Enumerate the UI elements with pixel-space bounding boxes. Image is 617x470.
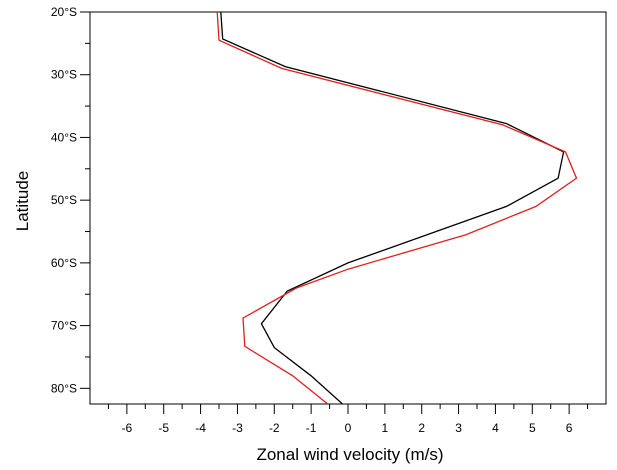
x-tick-label: 0 <box>345 421 352 435</box>
y-tick-label: 70°S <box>51 319 77 333</box>
x-axis-label: Zonal wind velocity (m/s) <box>256 445 443 464</box>
x-tick-label: 1 <box>382 421 389 435</box>
x-axis: -6 -5 -4 -3 -2 -1 0 1 2 3 4 5 6 <box>107 404 589 435</box>
plot-frame <box>89 11 607 405</box>
y-tick-label: 40°S <box>51 130 77 144</box>
x-tick-label: 5 <box>529 421 536 435</box>
y-tick-label: 20°S <box>51 5 77 19</box>
x-tick-label: -3 <box>232 421 243 435</box>
series-layer <box>216 11 578 405</box>
y-tick-label: 50°S <box>51 193 77 207</box>
y-axis-label: Latitude <box>13 171 32 232</box>
x-tick-label: -6 <box>122 421 133 435</box>
x-tick-label: -5 <box>158 421 169 435</box>
x-tick-label: -4 <box>195 421 206 435</box>
x-tick-label: -2 <box>269 421 280 435</box>
x-tick-label: 3 <box>455 421 462 435</box>
x-tick-label: 4 <box>492 421 499 435</box>
y-tick-label: 60°S <box>51 256 77 270</box>
black-series-line <box>220 11 565 405</box>
y-tick-label: 30°S <box>51 68 77 82</box>
x-tick-label: -1 <box>306 421 317 435</box>
x-tick-label: 2 <box>418 421 425 435</box>
y-axis: 20°S 30°S 40°S 50°S 60°S 70°S 80°S <box>51 5 90 395</box>
x-tick-label: 6 <box>566 421 573 435</box>
y-tick-label: 80°S <box>51 381 77 395</box>
red-series-line <box>216 11 578 405</box>
